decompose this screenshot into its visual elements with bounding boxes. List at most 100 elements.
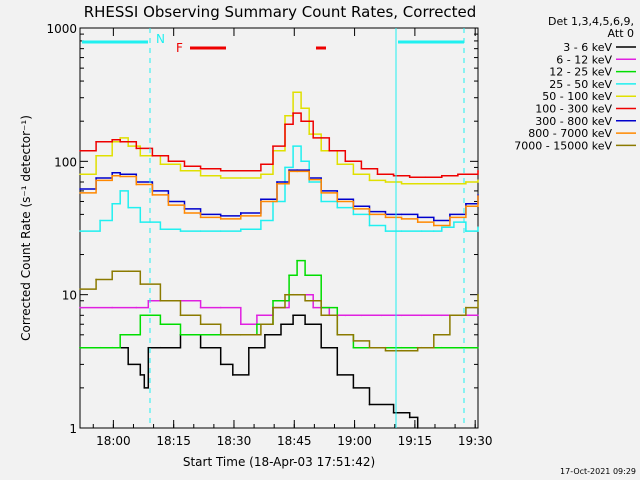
data-point xyxy=(336,334,339,336)
data-point xyxy=(151,194,154,196)
data-point xyxy=(127,206,130,209)
data-point xyxy=(441,226,443,229)
x-tick-label: 18:00 xyxy=(96,434,131,448)
data-point xyxy=(453,221,455,223)
legend-label: 800 - 7000 keV xyxy=(528,127,612,140)
x-tick-label: 19:30 xyxy=(458,434,493,448)
data-point xyxy=(384,230,387,232)
data-point xyxy=(151,155,154,157)
data-point xyxy=(147,346,150,349)
data-point xyxy=(384,349,387,352)
data-point xyxy=(179,314,182,317)
data-point xyxy=(336,206,339,209)
data-point xyxy=(416,427,419,429)
legend-label: 300 - 800 keV xyxy=(535,115,612,128)
data-point xyxy=(352,208,355,210)
data-point xyxy=(449,314,451,317)
data-point xyxy=(400,346,403,349)
data-point xyxy=(432,219,435,222)
data-point xyxy=(240,215,242,217)
data-point xyxy=(264,334,266,336)
data-point xyxy=(99,346,101,349)
data-point xyxy=(296,169,298,171)
data-point xyxy=(384,181,387,183)
data-point xyxy=(465,205,467,208)
data-point xyxy=(284,114,286,117)
data-point xyxy=(219,218,222,220)
data-point xyxy=(304,323,306,326)
data-point xyxy=(477,293,479,296)
data-point xyxy=(256,314,258,317)
data-point xyxy=(288,169,290,171)
data-point xyxy=(368,403,371,406)
chart-title: RHESSI Observing Summary Count Rates, Co… xyxy=(84,3,477,21)
data-point xyxy=(368,224,371,227)
data-point xyxy=(288,170,290,173)
data-point xyxy=(400,349,403,352)
data-point xyxy=(79,192,81,194)
data-point xyxy=(477,314,479,317)
data-point xyxy=(477,226,479,229)
data-point xyxy=(441,174,443,177)
data-point xyxy=(308,181,310,183)
data-point xyxy=(240,323,242,326)
series-lines xyxy=(79,91,479,429)
data-point xyxy=(461,346,463,349)
data-point xyxy=(360,314,363,317)
data-point xyxy=(139,314,142,317)
data-point xyxy=(352,346,355,349)
y-axis-label: Corrected Count Rate (s⁻¹ detector⁻¹) xyxy=(19,115,33,341)
data-point xyxy=(179,334,182,336)
x-tick-label: 18:15 xyxy=(156,434,191,448)
legend-header-1: Det 1,3,4,5,6,9, xyxy=(548,15,634,28)
data-point xyxy=(135,183,138,186)
data-point xyxy=(420,230,423,232)
data-point xyxy=(432,182,435,185)
data-point xyxy=(449,213,451,216)
data-point xyxy=(300,107,302,110)
data-point xyxy=(392,412,395,414)
data-point xyxy=(284,123,286,125)
data-point xyxy=(240,228,242,230)
data-point xyxy=(477,169,479,172)
data-point xyxy=(179,169,182,172)
data-point xyxy=(219,215,222,217)
data-point xyxy=(420,314,423,317)
data-point xyxy=(183,165,186,167)
data-point xyxy=(139,221,142,223)
data-point xyxy=(231,374,234,376)
data-point xyxy=(256,323,258,326)
data-point xyxy=(147,299,150,302)
night-label: N xyxy=(156,32,165,46)
y-tick-label: 1000 xyxy=(46,22,77,36)
data-point xyxy=(167,160,170,163)
data-point xyxy=(219,306,222,309)
data-point xyxy=(260,198,262,200)
data-point xyxy=(240,334,242,336)
data-point xyxy=(432,334,435,336)
data-point xyxy=(95,278,97,281)
data-point xyxy=(441,314,443,317)
data-point xyxy=(159,163,162,166)
data-point xyxy=(79,306,81,309)
legend-label: 3 - 6 keV xyxy=(563,41,612,54)
data-point xyxy=(352,173,355,176)
series-line xyxy=(80,170,479,227)
x-axis-label: Start Time (18-Apr-03 17:51:42) xyxy=(183,455,375,469)
data-point xyxy=(79,288,81,290)
legend-header-2: Att 0 xyxy=(608,27,634,40)
data-point xyxy=(95,155,97,157)
data-point xyxy=(296,170,298,173)
data-point xyxy=(248,346,250,349)
data-point xyxy=(368,346,371,349)
x-tick-label: 18:45 xyxy=(277,434,312,448)
data-point xyxy=(416,346,419,349)
data-point xyxy=(139,155,142,157)
data-point xyxy=(360,167,363,170)
data-point xyxy=(432,230,435,232)
data-point xyxy=(276,182,278,185)
data-point xyxy=(219,169,222,172)
data-point xyxy=(111,270,113,272)
data-point xyxy=(199,230,202,232)
data-point xyxy=(344,160,347,163)
